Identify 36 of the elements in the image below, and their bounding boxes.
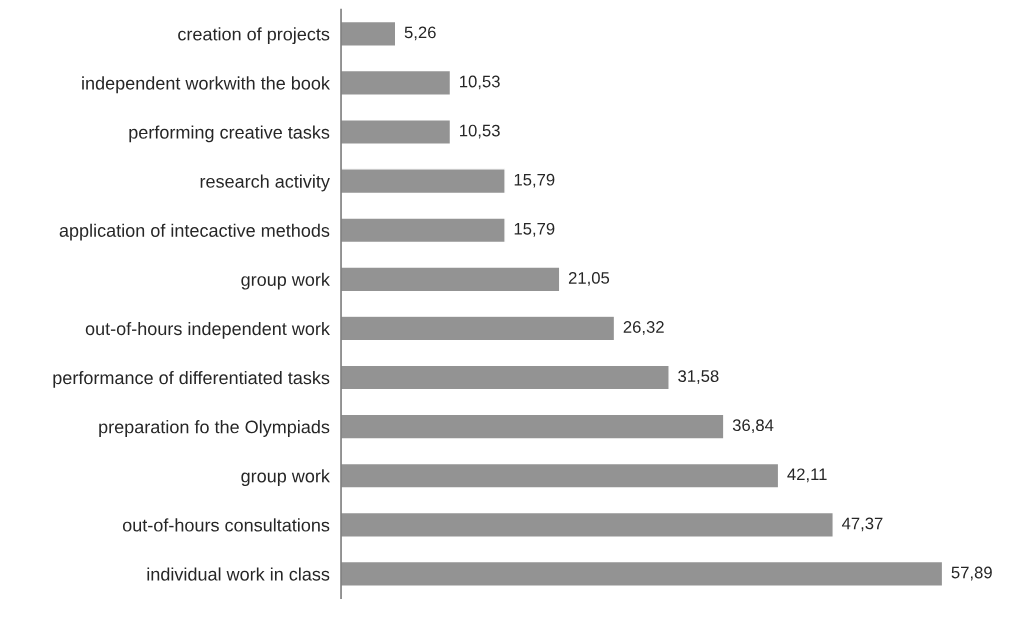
bar <box>341 462 780 489</box>
y-tick-label: preparation fo the Olympiads <box>99 420 330 437</box>
data-label: 10,53 <box>460 124 500 139</box>
y-tick-label: performance of differentiated tasks <box>53 370 330 388</box>
bar <box>341 266 561 293</box>
data-label: 31,58 <box>678 370 719 384</box>
data-label: 15,79 <box>514 173 555 188</box>
y-tick-label: individual work in class <box>147 567 330 581</box>
bar <box>341 315 616 342</box>
y-tick-label: performing creative tasks <box>129 125 330 143</box>
data-label: 36,84 <box>732 419 774 434</box>
y-tick-label: group work <box>241 272 330 290</box>
bar <box>341 168 506 195</box>
data-label: 42,11 <box>787 468 827 483</box>
y-tick-label: application of intecactive methods <box>59 223 330 241</box>
bar <box>341 217 506 244</box>
bar <box>341 413 725 440</box>
bar <box>341 20 397 47</box>
bar <box>341 511 834 538</box>
y-tick-label: out-of-hours independent work <box>85 321 330 339</box>
y-tick-label: creation of projects <box>178 27 330 45</box>
bar <box>341 364 670 391</box>
data-label: 26,32 <box>623 321 664 335</box>
data-label: 57,89 <box>951 566 992 581</box>
bar <box>341 560 944 587</box>
data-label: 21,05 <box>568 271 610 286</box>
data-label: 10,53 <box>460 75 500 90</box>
y-tick-label: research activity <box>200 174 330 192</box>
y-tick-label: independent workwith the book <box>82 76 330 94</box>
y-tick-label: group work <box>241 469 330 487</box>
data-label: 5,26 <box>404 26 436 41</box>
bar <box>341 69 452 96</box>
y-tick-label: out-of-hours consultations <box>122 518 330 532</box>
data-label: 47,37 <box>841 517 883 532</box>
data-label: 15,79 <box>514 222 555 237</box>
bar <box>341 119 452 145</box>
